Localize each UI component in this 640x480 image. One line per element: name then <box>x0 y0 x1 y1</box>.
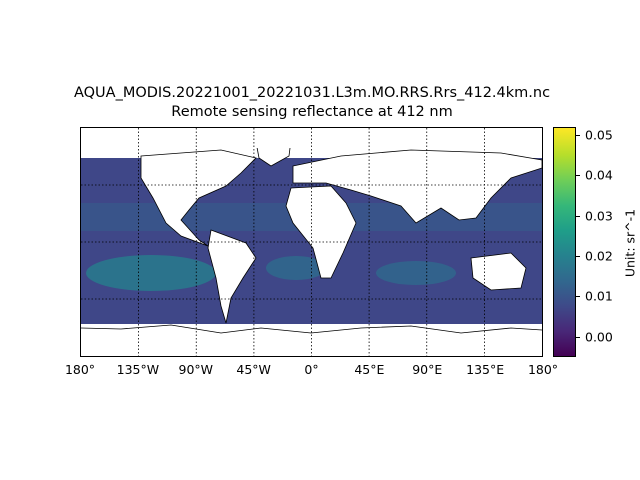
x-tick-label: 45°W <box>236 362 271 377</box>
x-tick-label: 135°W <box>116 362 160 377</box>
ocean-gyre-indian <box>376 261 456 285</box>
colorbar-tick-mark <box>576 175 580 177</box>
x-tick-label: 0° <box>304 362 319 377</box>
x-tick-label: 135°E <box>466 362 505 377</box>
eurasia <box>292 149 542 224</box>
north-america <box>140 149 257 247</box>
colorbar <box>553 127 576 357</box>
antarctica <box>81 324 542 356</box>
colorbar-tick-mark <box>576 296 580 298</box>
x-tick-label: 180° <box>64 362 96 377</box>
map-plot-area <box>80 127 543 357</box>
colorbar-tick-mark <box>576 215 580 217</box>
south-america <box>207 229 257 324</box>
title-line-2: Remote sensing reflectance at 412 nm <box>171 104 453 120</box>
colorbar-tick-mark <box>576 256 580 258</box>
x-tick-label: 180° <box>527 362 559 377</box>
title-line-1: AQUA_MODIS.20221001_20221031.L3m.MO.RRS.… <box>73 85 551 101</box>
x-tick-label: 90°E <box>412 362 443 377</box>
colorbar-tick-label: 0.01 <box>585 288 613 304</box>
antarctica-coastline <box>81 324 542 334</box>
ocean-gyre-south-pacific <box>86 255 216 291</box>
colorbar-unit-label: Unit: sr^-1 <box>622 208 638 278</box>
map-title: AQUA_MODIS.20221001_20221031.L3m.MO.RRS.… <box>0 84 624 122</box>
colorbar-tick-label: 0.03 <box>585 208 613 224</box>
colorbar-tick-label: 0.02 <box>585 248 613 264</box>
colorbar-tick-label: 0.04 <box>585 167 613 183</box>
colorbar-tick-label: 0.00 <box>585 329 613 345</box>
ocean-gyre-south-atlantic <box>266 256 326 280</box>
colorbar-tick-mark <box>576 336 580 338</box>
colorbar-tick-label: 0.05 <box>585 127 613 143</box>
x-tick-label: 90°W <box>178 362 214 377</box>
arctic-no-data <box>81 128 542 148</box>
colorbar-tick-mark <box>576 135 580 137</box>
x-tick-label: 45°E <box>354 362 385 377</box>
world-map <box>81 128 542 356</box>
africa <box>285 185 357 279</box>
gridlines <box>81 128 542 356</box>
